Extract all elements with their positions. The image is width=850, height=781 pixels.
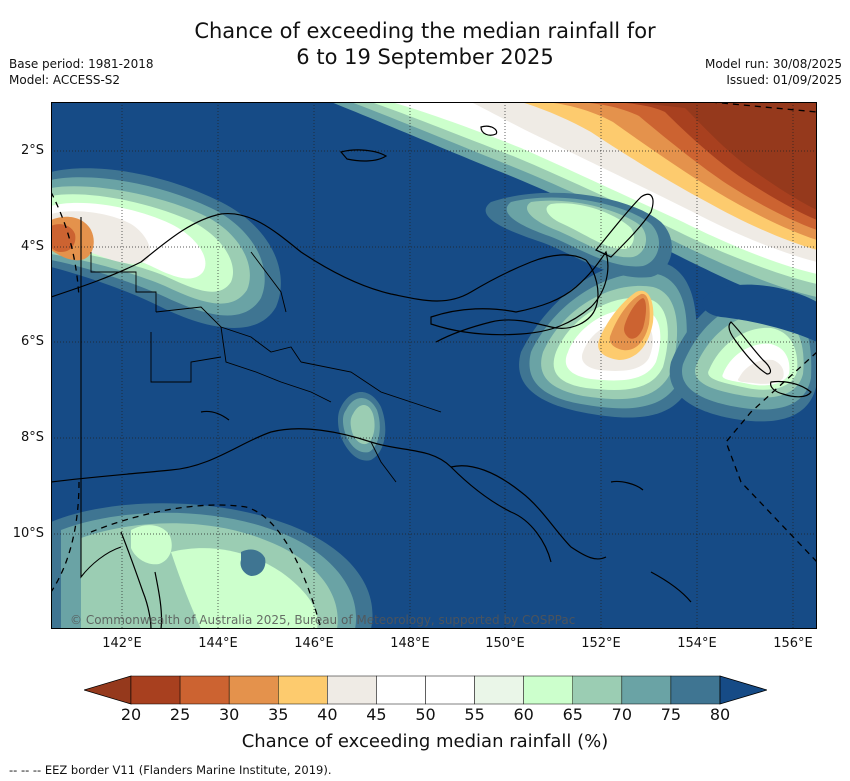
model-name: Model: ACCESS-S2 xyxy=(9,73,121,87)
colorbar-cell xyxy=(621,675,672,705)
colorbar-tick-label: 50 xyxy=(415,705,436,724)
meta-right: Model run: 30/08/2025 Issued: 01/09/2025 xyxy=(705,56,842,88)
lon-label: 146°E xyxy=(294,636,334,651)
colorbar-cell xyxy=(523,675,573,705)
map-svg xyxy=(51,102,817,629)
colorbar-cell xyxy=(327,675,377,705)
colorbar-tick-label: 65 xyxy=(562,705,583,724)
copyright-credit: © Commonwealth of Australia 2025, Bureau… xyxy=(70,613,576,627)
coastlines xyxy=(51,125,812,629)
colorbar xyxy=(84,675,767,705)
colorbar-low-arrow xyxy=(84,675,132,705)
colorbar-tick-label: 35 xyxy=(268,705,289,724)
graticule xyxy=(51,102,817,629)
base-period: Base period: 1981-2018 xyxy=(9,57,154,71)
colorbar-tick-label: 30 xyxy=(218,705,240,724)
lon-label: 150°E xyxy=(485,636,525,651)
lat-label: 4°S xyxy=(20,239,44,254)
colorbar-high-arrow xyxy=(719,675,767,705)
lat-label: 8°S xyxy=(20,430,44,445)
colorbar-label: Chance of exceeding median rainfall (%) xyxy=(241,731,609,752)
colorbar-tick-label: 20 xyxy=(120,705,142,724)
province-borders xyxy=(90,251,442,483)
map-title: Chance of exceeding the median rainfall … xyxy=(0,18,850,70)
lon-label: 154°E xyxy=(677,636,717,651)
colorbar-tick-label: 60 xyxy=(513,705,534,724)
colorbar-tick-label: 70 xyxy=(611,705,632,724)
probability-field xyxy=(51,102,817,629)
colorbar-tick-label: 80 xyxy=(709,705,731,724)
colorbar-cell xyxy=(376,675,426,705)
lon-label: 152°E xyxy=(581,636,621,651)
colorbar-cell xyxy=(228,675,279,705)
title-line-2: 6 to 19 September 2025 xyxy=(296,45,554,69)
colorbar-cell xyxy=(572,675,623,705)
colorbar-tick-label: 25 xyxy=(169,705,191,724)
colorbar-cell xyxy=(179,675,230,705)
lon-label: 144°E xyxy=(198,636,238,651)
lon-label: 148°E xyxy=(390,636,430,651)
colorbar-cells xyxy=(84,675,767,705)
title-line-1: Chance of exceeding the median rainfall … xyxy=(194,19,656,43)
lon-label: 156°E xyxy=(773,636,813,651)
lat-label: 10°S xyxy=(12,526,44,541)
colorbar-cell xyxy=(474,675,524,705)
issued-date: Issued: 01/09/2025 xyxy=(726,73,842,87)
lat-label: 2°S xyxy=(20,143,44,158)
colorbar-cell xyxy=(278,675,328,705)
eez-borders xyxy=(51,102,817,629)
lat-label: 6°S xyxy=(20,334,44,349)
rainfall-map[interactable] xyxy=(51,102,817,629)
colorbar-tick-label: 75 xyxy=(660,705,682,724)
colorbar-cell xyxy=(670,675,721,705)
colorbar-cell xyxy=(425,675,475,705)
lon-label: 142°E xyxy=(102,636,142,651)
colorbar-cell xyxy=(130,675,181,705)
model-run: Model run: 30/08/2025 xyxy=(704,57,842,71)
colorbar-tick-label: 55 xyxy=(464,705,485,724)
colorbar-tick-label: 45 xyxy=(366,705,387,724)
map-frame xyxy=(51,102,817,629)
eez-footer-note: -- -- -- EEZ border V11 (Flanders Marine… xyxy=(9,763,332,777)
national-border xyxy=(80,217,122,579)
meta-left: Base period: 1981-2018 Model: ACCESS-S2 xyxy=(9,56,154,88)
colorbar-tick-label: 40 xyxy=(317,705,338,724)
